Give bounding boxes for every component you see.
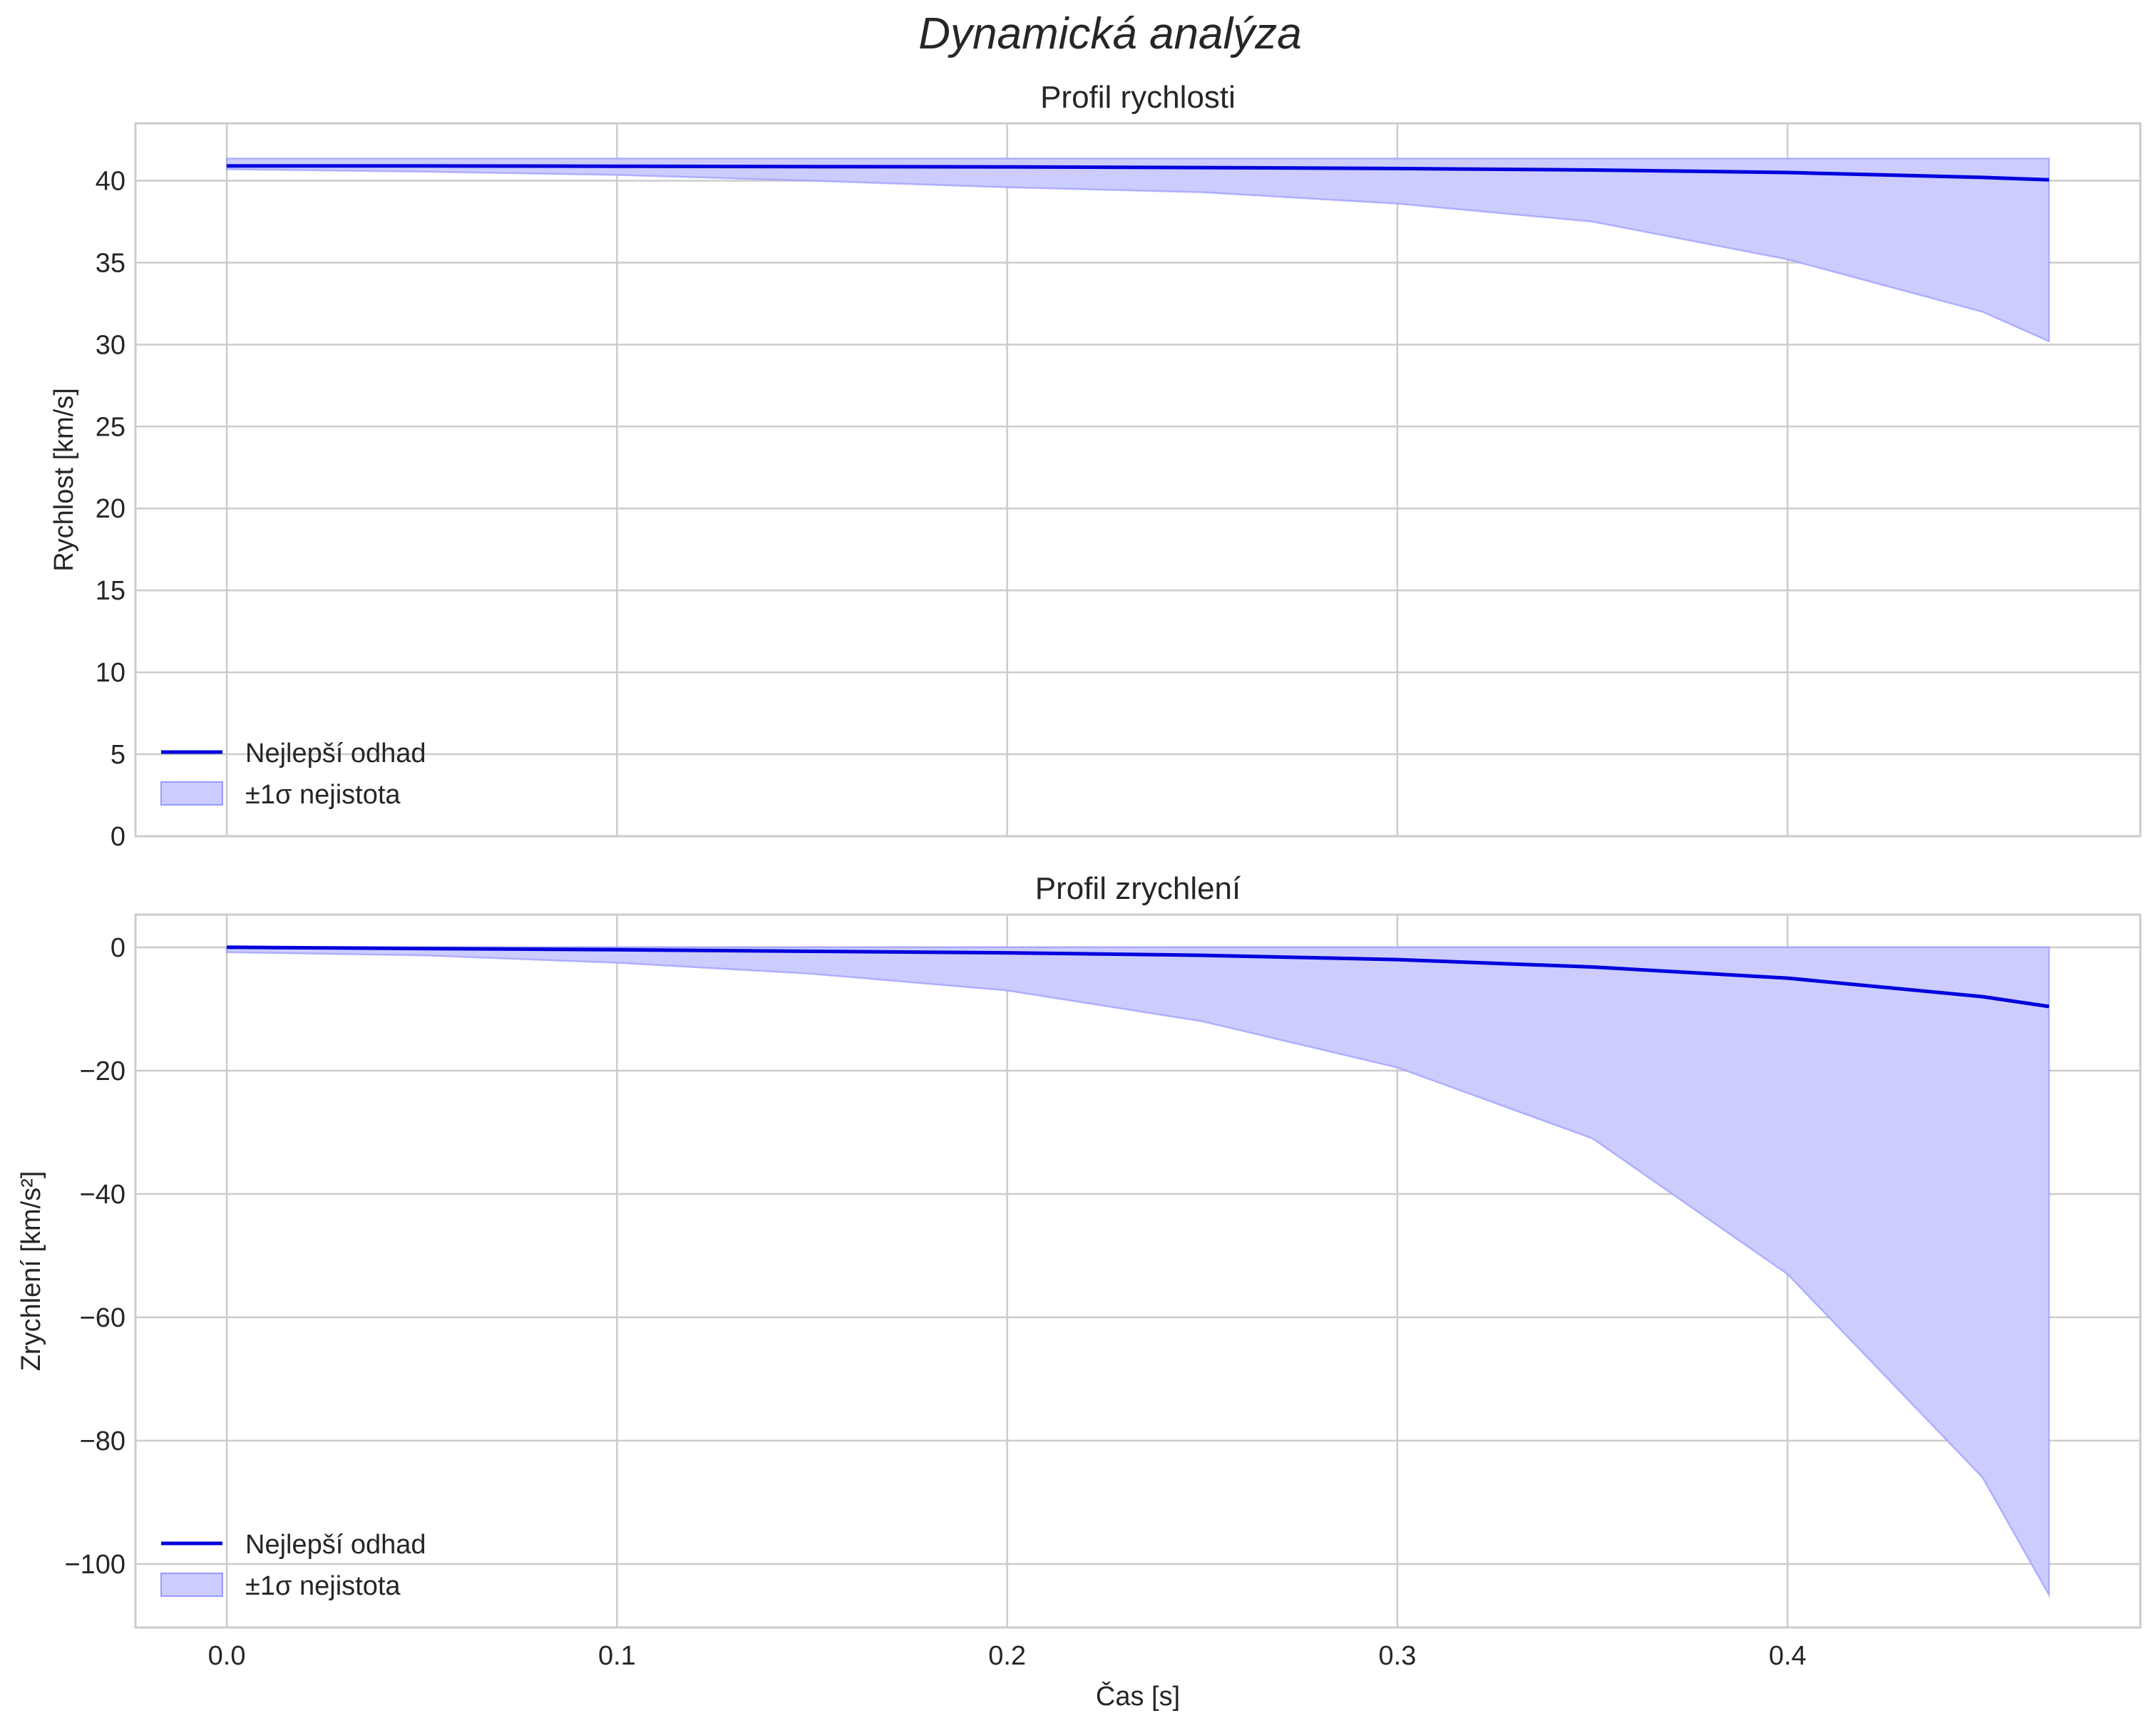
x-tick-label: 0.2 xyxy=(988,1641,1026,1671)
y-tick-label: −20 xyxy=(80,1056,125,1086)
y-tick-label: 20 xyxy=(96,494,125,524)
best-estimate-line xyxy=(227,164,2049,182)
x-tick-label: 0.4 xyxy=(1769,1641,1807,1671)
acceleration-tick-labels: 0 −20 −40 −60 −80 −100 0.0 0.1 0.2 0.3 0.4 xyxy=(64,933,1806,1671)
legend-label-uncertainty: ±1σ nejistota xyxy=(245,1571,401,1601)
velocity-tick-labels: 0 5 10 15 20 25 30 35 40 xyxy=(96,166,125,852)
velocity-axes-frame xyxy=(134,122,2142,838)
y-tick-label: −100 xyxy=(64,1550,125,1580)
legend-label-best-estimate: Nejlepší odhad xyxy=(245,739,426,768)
legend-label-uncertainty: ±1σ nejistota xyxy=(245,780,401,810)
acceleration-panel: 0 −20 −40 −60 −80 −100 0.0 0.1 0.2 0.3 0.4 Profil … xyxy=(16,871,2142,1712)
axes-frame xyxy=(134,122,2142,838)
acceleration-y-axis-label: Zrychlení [km/s²] xyxy=(16,1171,46,1372)
uncertainty-band-area xyxy=(225,158,2050,343)
legend-band-swatch xyxy=(160,781,223,806)
velocity-panel: 0 5 10 15 20 25 30 35 40 Profil rychlosti Rychlo… xyxy=(49,80,2142,852)
legend-band-swatch xyxy=(160,1573,223,1597)
x-tick-label: 0.1 xyxy=(598,1641,636,1671)
acceleration-axes-frame xyxy=(134,913,2142,1629)
y-tick-label: 25 xyxy=(96,412,125,442)
y-tick-label: 15 xyxy=(96,576,125,606)
time-x-axis-label: Čas [s] xyxy=(1096,1680,1180,1712)
axes-frame xyxy=(134,913,2142,1629)
acceleration-legend: Nejlepší odhad ±1σ nejistota xyxy=(160,1530,426,1601)
x-tick-label: 0.3 xyxy=(1379,1641,1417,1671)
velocity-chart-title: Profil rychlosti xyxy=(1040,80,1236,115)
velocity-best-estimate-line xyxy=(227,164,2049,182)
figure-title: Dynamická analýza xyxy=(918,9,1302,58)
acceleration-chart-title: Profil zrychlení xyxy=(1035,871,1241,906)
x-tick-label: 0.0 xyxy=(208,1641,246,1671)
velocity-legend: Nejlepší odhad ±1σ nejistota xyxy=(160,739,426,810)
y-tick-label: −60 xyxy=(80,1303,125,1333)
acceleration-uncertainty-band xyxy=(225,946,2050,1598)
y-tick-label: 10 xyxy=(96,658,125,688)
acceleration-best-estimate-line xyxy=(227,945,2050,1009)
legend-label-best-estimate: Nejlepší odhad xyxy=(245,1530,426,1560)
y-tick-label: 35 xyxy=(96,248,125,278)
y-tick-label: 5 xyxy=(111,740,125,770)
y-tick-label: −80 xyxy=(80,1426,125,1456)
y-tick-label: 0 xyxy=(111,933,125,963)
y-tick-label: 30 xyxy=(96,330,125,360)
uncertainty-band-area xyxy=(225,946,2050,1598)
best-estimate-line xyxy=(227,945,2050,1009)
velocity-uncertainty-band xyxy=(225,158,2050,343)
y-tick-label: 40 xyxy=(96,166,125,196)
velocity-y-axis-label: Rychlost [km/s] xyxy=(49,388,79,572)
y-tick-label: 0 xyxy=(111,822,125,852)
y-tick-label: −40 xyxy=(80,1180,125,1210)
